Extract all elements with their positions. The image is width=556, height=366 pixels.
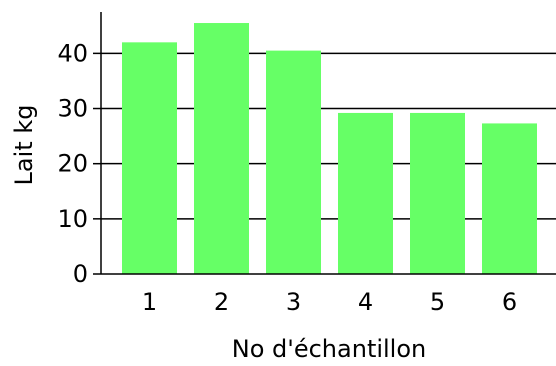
bar-5 [410, 112, 465, 274]
x-tick-label-2: 2 [214, 288, 229, 316]
x-tick-label-6: 6 [502, 288, 517, 316]
y-tick-label-30: 30 [57, 95, 88, 123]
bar-1 [122, 42, 177, 275]
y-tick-label-40: 40 [57, 39, 88, 67]
x-tick-label-1: 1 [142, 288, 157, 316]
bar-3 [266, 50, 321, 274]
x-tick-label-4: 4 [358, 288, 373, 316]
x-tick-label-5: 5 [430, 288, 445, 316]
y-tick-label-0: 0 [73, 260, 88, 288]
bar-4 [338, 112, 393, 274]
bar-2 [194, 23, 249, 274]
bar-6 [482, 123, 537, 274]
tick-layer: 0 10 20 30 40 1 2 3 4 5 6 [57, 39, 517, 316]
y-tick-label-20: 20 [57, 150, 88, 178]
x-axis-title: No d'échantillon [232, 335, 427, 362]
axis-layer [100, 12, 556, 275]
y-tick-label-10: 10 [57, 205, 88, 233]
bar-layer [122, 23, 537, 275]
x-tick-label-3: 3 [286, 288, 301, 316]
y-axis-title: Lait kg [10, 105, 38, 186]
